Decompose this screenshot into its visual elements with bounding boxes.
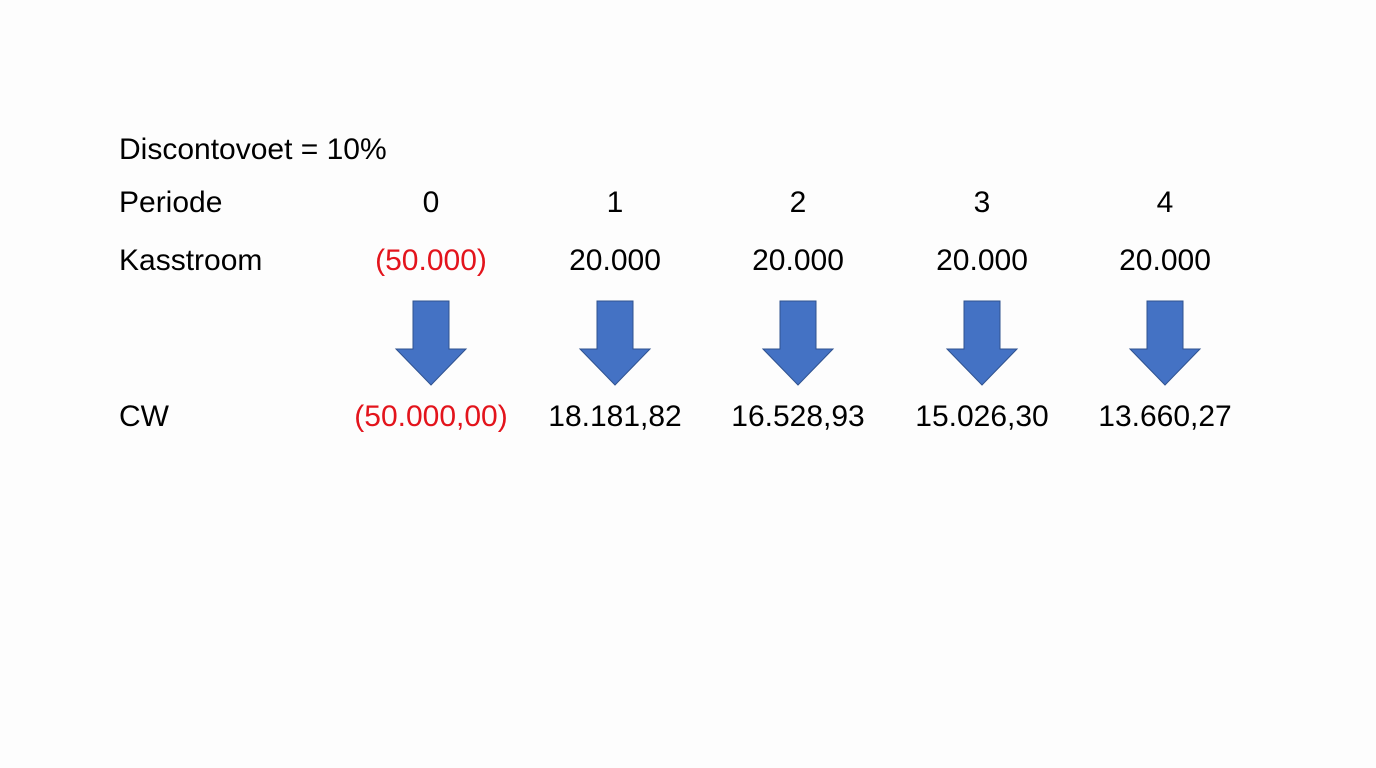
down-arrow-icon xyxy=(945,300,1019,386)
cashflow-row-label: Kasstroom xyxy=(119,244,263,277)
down-arrow-icon xyxy=(394,300,468,386)
period-1: 1 xyxy=(606,186,624,219)
present-value-4: 13.660,27 xyxy=(1098,400,1232,433)
period-2: 2 xyxy=(789,186,807,219)
down-arrow-icon xyxy=(761,300,835,386)
cashflow-4: 20.000 xyxy=(1119,244,1211,277)
pv-row-label: CW xyxy=(119,400,169,433)
discount-rate-label: Discontovoet = 10% xyxy=(119,133,387,166)
period-4: 4 xyxy=(1156,186,1174,219)
down-arrow-icon xyxy=(1128,300,1202,386)
present-value-3: 15.026,30 xyxy=(915,400,1049,433)
cashflow-1: 20.000 xyxy=(569,244,661,277)
cashflow-3: 20.000 xyxy=(936,244,1028,277)
down-arrow-icon xyxy=(578,300,652,386)
cashflow-0: (50.000) xyxy=(375,244,487,277)
cashflow-2: 20.000 xyxy=(752,244,844,277)
period-row-label: Periode xyxy=(119,186,223,219)
present-value-0: (50.000,00) xyxy=(354,400,508,433)
period-0: 0 xyxy=(422,186,440,219)
present-value-1: 18.181,82 xyxy=(548,400,682,433)
period-3: 3 xyxy=(973,186,991,219)
present-value-2: 16.528,93 xyxy=(731,400,865,433)
